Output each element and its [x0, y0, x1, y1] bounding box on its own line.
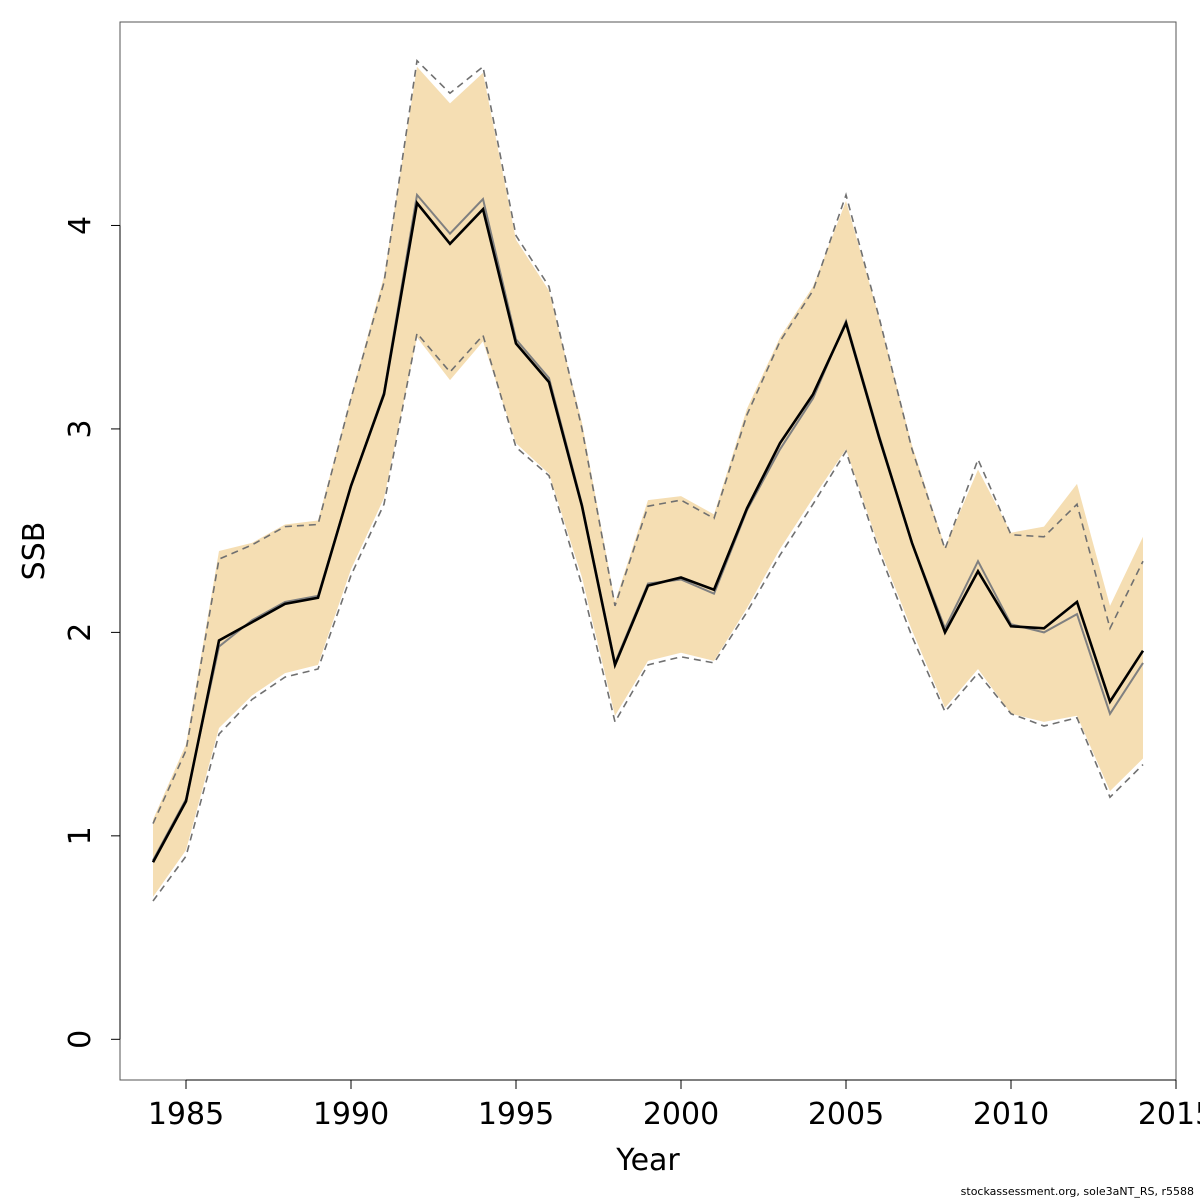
footer-credit: stockassessment.org, sole3aNT_RS, r5588: [960, 1185, 1194, 1198]
x-tick-label: 1990: [313, 1097, 389, 1132]
y-axis-title: SSB: [17, 522, 52, 581]
x-tick-label: 1995: [478, 1097, 554, 1132]
y-tick-label: 3: [63, 419, 98, 438]
y-tick-label: 4: [63, 216, 98, 235]
confidence-band-layer: [153, 66, 1143, 897]
x-tick-label: 2005: [808, 1097, 884, 1132]
y-tick-label: 2: [63, 623, 98, 642]
x-axis: 1985 1990 1995 2000 2005 2010 2015: [148, 1079, 1200, 1132]
x-tick-label: 2000: [643, 1097, 719, 1132]
y-tick-label: 0: [63, 1030, 98, 1049]
series-line-black: [151, 200, 1145, 863]
series-lines-layer: [151, 192, 1145, 863]
x-tick-label: 2015: [1138, 1097, 1200, 1132]
confidence-band: [153, 66, 1143, 897]
x-tick-label: 1985: [148, 1097, 224, 1132]
y-axis: 0 1 2 3 4: [63, 216, 121, 1049]
x-tick-label: 2010: [973, 1097, 1049, 1132]
y-tick-label: 1: [63, 826, 98, 845]
x-axis-title: Year: [615, 1143, 680, 1178]
lower-ci-dashed-line: [152, 331, 1144, 902]
upper-ci-dashed-line: [152, 59, 1144, 824]
confidence-dashed-lines-layer: [152, 59, 1144, 902]
